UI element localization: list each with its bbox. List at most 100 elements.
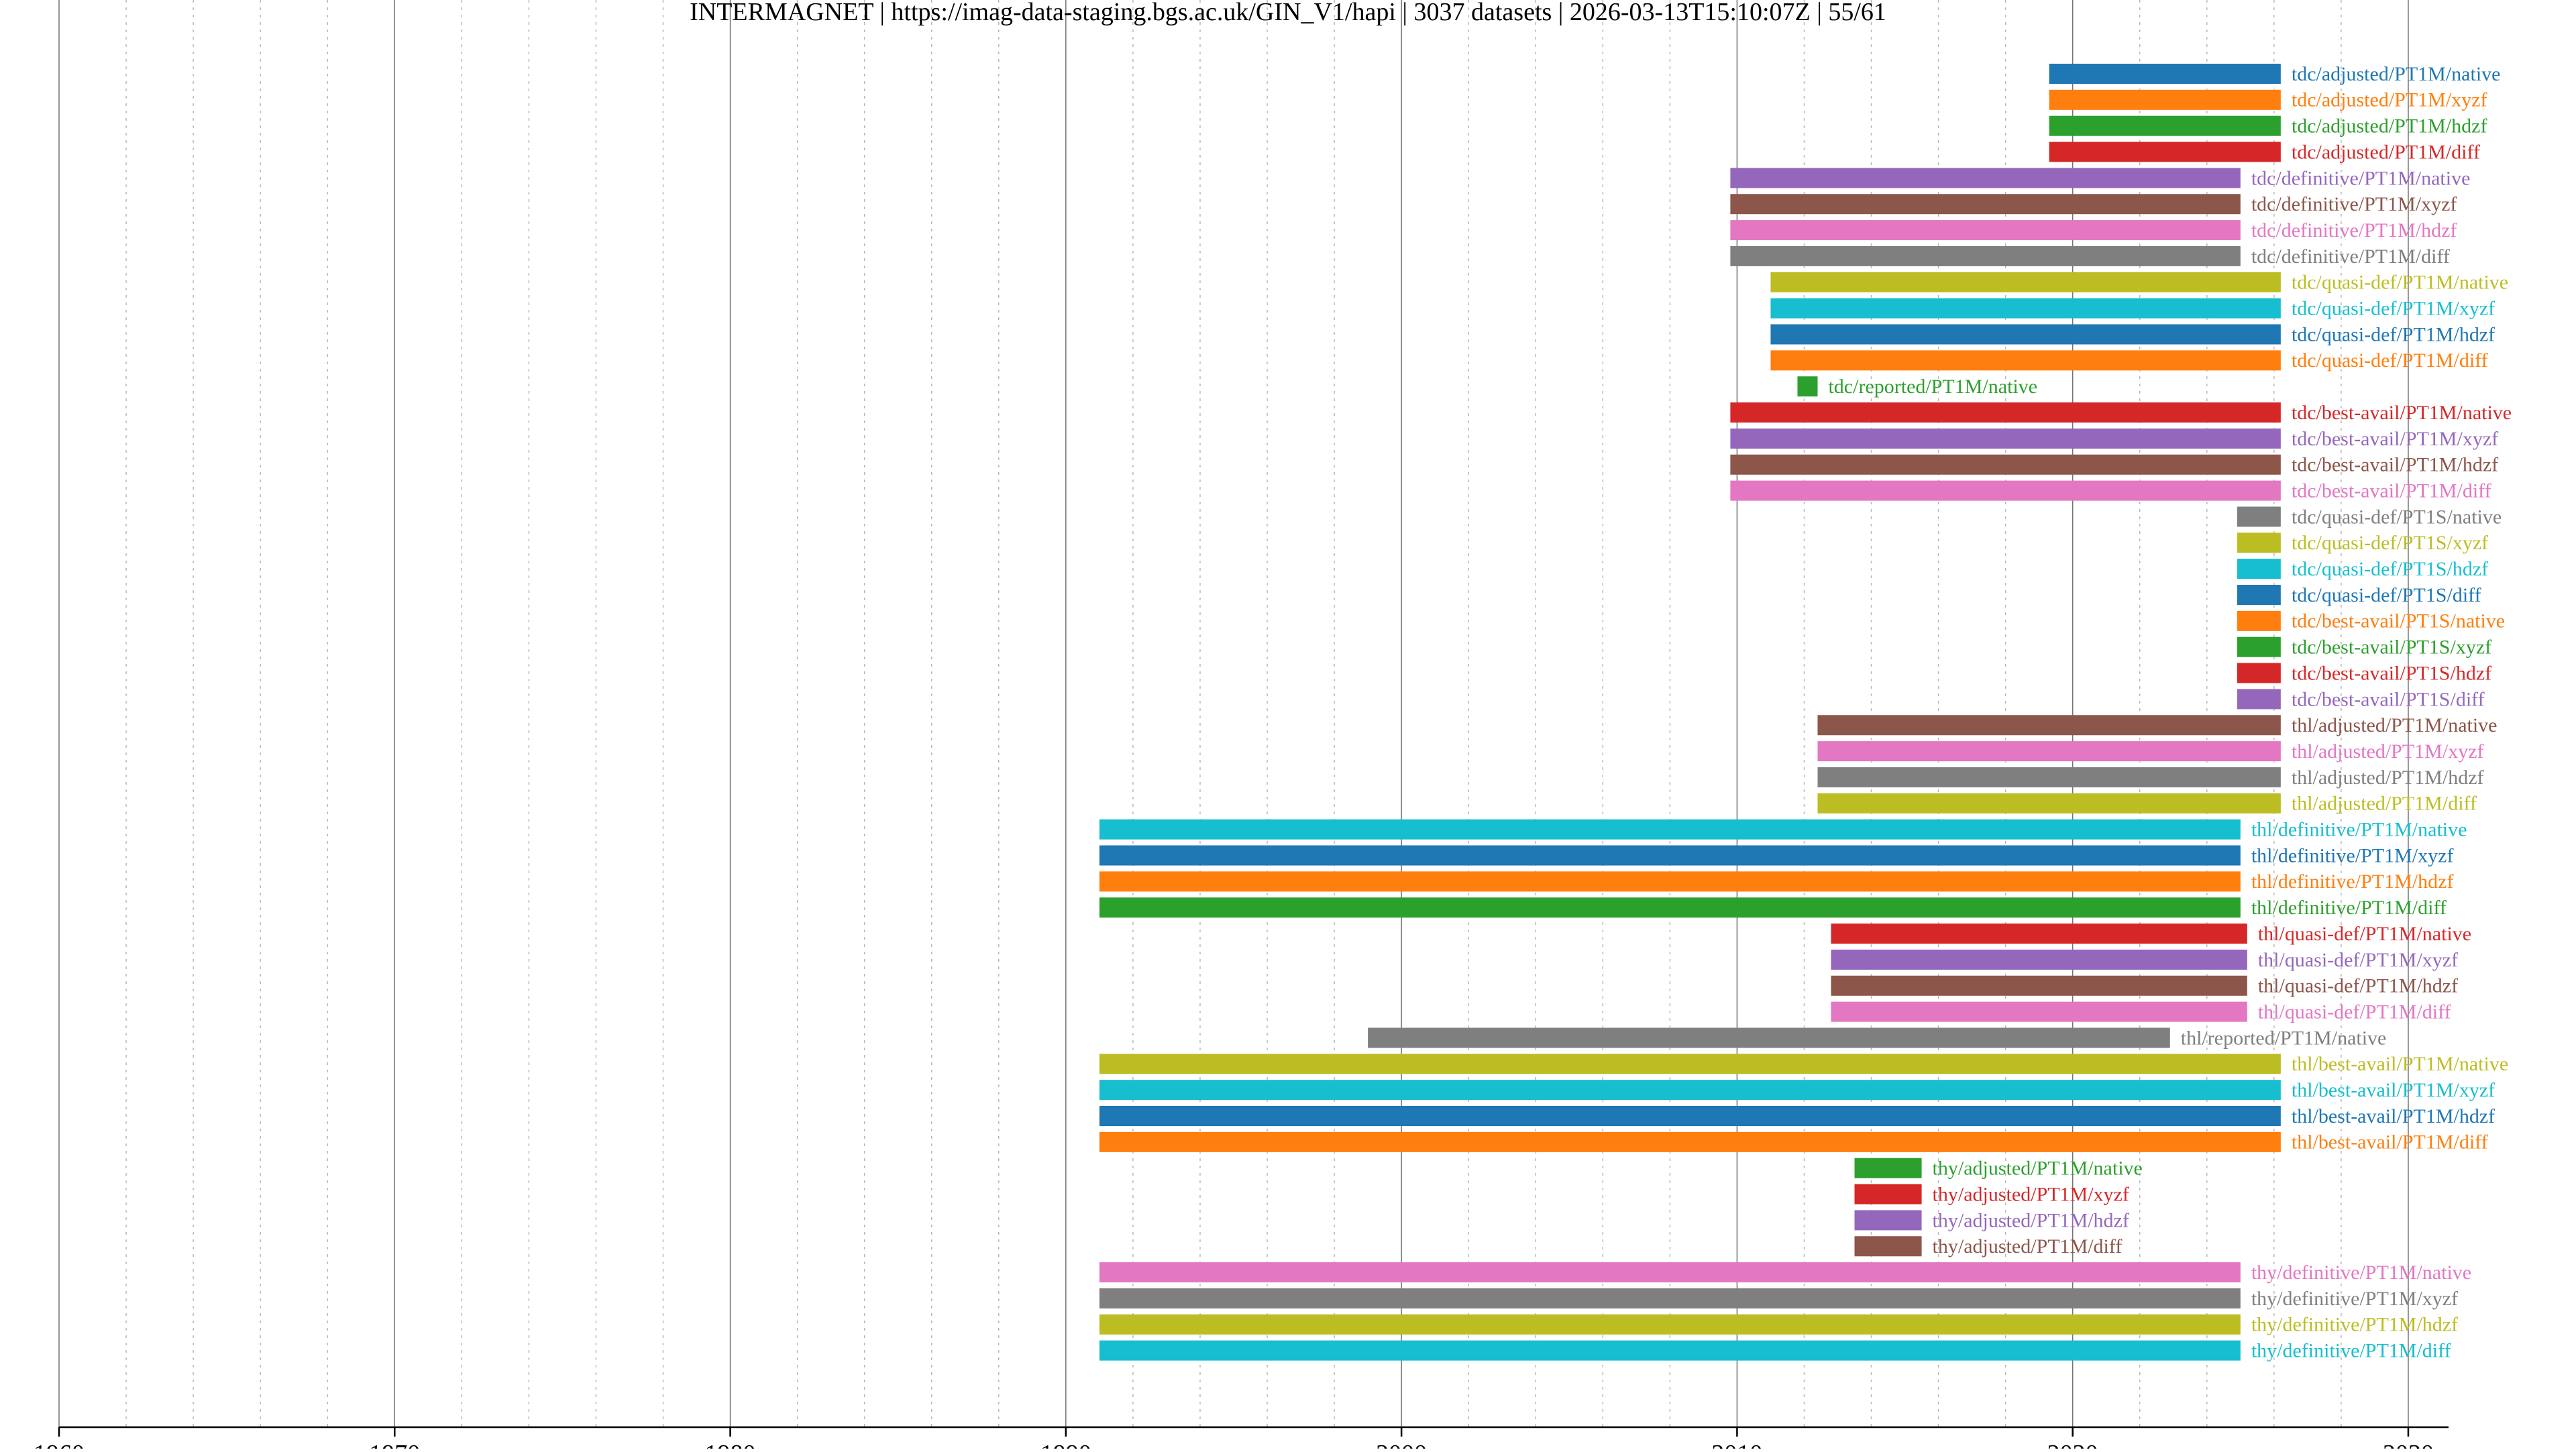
bar-label: thl/quasi-def/PT1M/hdzf xyxy=(2258,975,2458,997)
bar-label: thl/adjusted/PT1M/xyzf xyxy=(2292,740,2484,763)
timeline-bar xyxy=(1730,428,2281,449)
x-tick-label-2020: 2020 xyxy=(2047,1440,2098,1449)
bar-label: thl/quasi-def/PT1M/xyzf xyxy=(2258,949,2458,971)
bar-label: thl/adjusted/PT1M/native xyxy=(2292,714,2498,736)
timeline-bar xyxy=(2237,559,2281,579)
chart-title: INTERMAGNET | https://imag-data-staging.… xyxy=(690,0,1886,26)
timeline-bar xyxy=(1730,402,2281,423)
bar-label: thl/quasi-def/PT1M/native xyxy=(2258,923,2471,945)
timeline-bar xyxy=(1854,1236,1922,1257)
x-tick-label-2030: 2030 xyxy=(2383,1440,2434,1449)
timeline-bar xyxy=(1817,715,2281,736)
bar-label: thl/definitive/PT1M/hdzf xyxy=(2251,871,2454,893)
timeline-bar xyxy=(1730,220,2241,241)
timeline-bar xyxy=(2237,689,2281,710)
timeline-bar xyxy=(1831,975,2247,996)
x-tick-label-1960: 1960 xyxy=(34,1440,85,1449)
bar-label: thl/reported/PT1M/native xyxy=(2181,1027,2387,1049)
bar-label: tdc/adjusted/PT1M/native xyxy=(2292,63,2501,85)
timeline-bar xyxy=(1831,1001,2247,1022)
x-tick-label-1970: 1970 xyxy=(369,1440,420,1449)
bar-label: thl/definitive/PT1M/xyzf xyxy=(2251,844,2454,867)
bar-label: thy/definitive/PT1M/xyzf xyxy=(2251,1288,2458,1310)
bar-label: tdc/best-avail/PT1S/xyzf xyxy=(2292,636,2491,659)
bar-label: tdc/quasi-def/PT1S/native xyxy=(2292,506,2502,528)
timeline-bar xyxy=(1099,845,2241,866)
bar-label: tdc/quasi-def/PT1S/diff xyxy=(2292,584,2481,606)
bar-labels-layer: tdc/adjusted/PT1M/native tdc/adjusted/PT1… xyxy=(1828,63,2512,1362)
timeline-bar xyxy=(1368,1027,2170,1048)
timeline-bar xyxy=(1099,1054,2281,1074)
x-tick-label-2010: 2010 xyxy=(1711,1440,1762,1449)
timeline-bar xyxy=(1854,1210,1922,1231)
bar-label: tdc/definitive/PT1M/native xyxy=(2251,167,2471,189)
timeline-bar xyxy=(1730,194,2241,215)
timeline-bar xyxy=(1831,949,2247,970)
timeline-bar xyxy=(1099,1262,2241,1283)
bar-label: thl/quasi-def/PT1M/diff xyxy=(2258,1001,2451,1023)
bar-label: tdc/adjusted/PT1M/hdzf xyxy=(2292,115,2487,137)
bar-label: thl/best-avail/PT1M/xyzf xyxy=(2292,1079,2495,1101)
bar-label: tdc/best-avail/PT1M/hdzf xyxy=(2292,454,2498,476)
bar-label: tdc/adjusted/PT1M/diff xyxy=(2292,141,2480,163)
bar-label: tdc/quasi-def/PT1M/native xyxy=(2292,272,2508,294)
bars-layer xyxy=(1099,64,2281,1361)
bar-label: thy/definitive/PT1M/native xyxy=(2251,1262,2471,1284)
timeline-bar xyxy=(1099,1340,2241,1361)
timeline-bar xyxy=(1099,1080,2281,1101)
timeline-bar xyxy=(2237,663,2281,683)
timeline-bar xyxy=(1817,741,2281,762)
bar-label: thy/adjusted/PT1M/native xyxy=(1933,1158,2143,1180)
bar-label: thl/best-avail/PT1M/hdzf xyxy=(2292,1105,2495,1127)
timeline-bar xyxy=(1099,871,2241,892)
bar-label: tdc/definitive/PT1M/xyzf xyxy=(2251,193,2457,215)
timeline-bar xyxy=(1770,298,2281,319)
bar-label: tdc/best-avail/PT1S/diff xyxy=(2292,688,2485,710)
timeline-bar xyxy=(1854,1158,1922,1178)
timeline-bar xyxy=(1770,350,2281,371)
bar-label: tdc/best-avail/PT1M/xyzf xyxy=(2292,428,2498,450)
timeline-bar xyxy=(2049,64,2281,84)
timeline-bar xyxy=(1730,480,2281,501)
bar-label: tdc/definitive/PT1M/hdzf xyxy=(2251,219,2457,241)
timeline-bar xyxy=(1099,1288,2241,1308)
timeline-bar xyxy=(1817,793,2281,814)
bar-label: thl/definitive/PT1M/native xyxy=(2251,819,2467,841)
bar-label: thl/best-avail/PT1M/native xyxy=(2292,1053,2508,1075)
timeline-bar xyxy=(2049,142,2281,162)
timeline-bar xyxy=(1099,1131,2281,1152)
bar-label: thl/adjusted/PT1M/hdzf xyxy=(2292,767,2484,789)
timeline-bar xyxy=(2237,506,2281,527)
timeline-bar xyxy=(1099,819,2241,840)
bar-label: thy/adjusted/PT1M/xyzf xyxy=(1933,1183,2129,1205)
timeline-bar xyxy=(2237,585,2281,605)
timeline-bar xyxy=(2237,610,2281,631)
timeline-bar xyxy=(1831,924,2247,944)
bar-label: thy/adjusted/PT1M/diff xyxy=(1933,1235,2123,1258)
bar-label: tdc/best-avail/PT1S/hdzf xyxy=(2292,662,2491,684)
timeline-bar xyxy=(1770,324,2281,345)
x-tick-label-2000: 2000 xyxy=(1376,1440,1427,1449)
bar-label: tdc/best-avail/PT1S/native xyxy=(2292,610,2505,632)
bar-label: tdc/best-avail/PT1M/native xyxy=(2292,402,2512,424)
bar-label: tdc/quasi-def/PT1M/xyzf xyxy=(2292,298,2495,320)
bar-label: thy/definitive/PT1M/hdzf xyxy=(2251,1314,2458,1336)
timeline-bar xyxy=(1817,767,2281,787)
timeline-bar xyxy=(1797,376,1818,397)
bar-label: tdc/quasi-def/PT1S/hdzf xyxy=(2292,558,2488,580)
bar-label: thl/adjusted/PT1M/diff xyxy=(2292,793,2477,815)
bar-label: tdc/quasi-def/PT1S/xyzf xyxy=(2292,532,2488,554)
timeline-bar xyxy=(1099,897,2241,918)
timeline-bar xyxy=(1099,1106,2281,1126)
bar-label: thy/adjusted/PT1M/hdzf xyxy=(1933,1209,2129,1231)
timeline-bar xyxy=(2237,636,2281,657)
bar-label: tdc/adjusted/PT1M/xyzf xyxy=(2292,89,2487,111)
timeline-bar xyxy=(1099,1314,2241,1335)
timeline-bar xyxy=(2237,533,2281,553)
timeline-bar xyxy=(1730,245,2241,266)
timeline-bar xyxy=(1854,1184,1922,1205)
bar-label: thl/best-avail/PT1M/diff xyxy=(2292,1131,2488,1154)
bar-label: tdc/quasi-def/PT1M/hdzf xyxy=(2292,323,2495,345)
